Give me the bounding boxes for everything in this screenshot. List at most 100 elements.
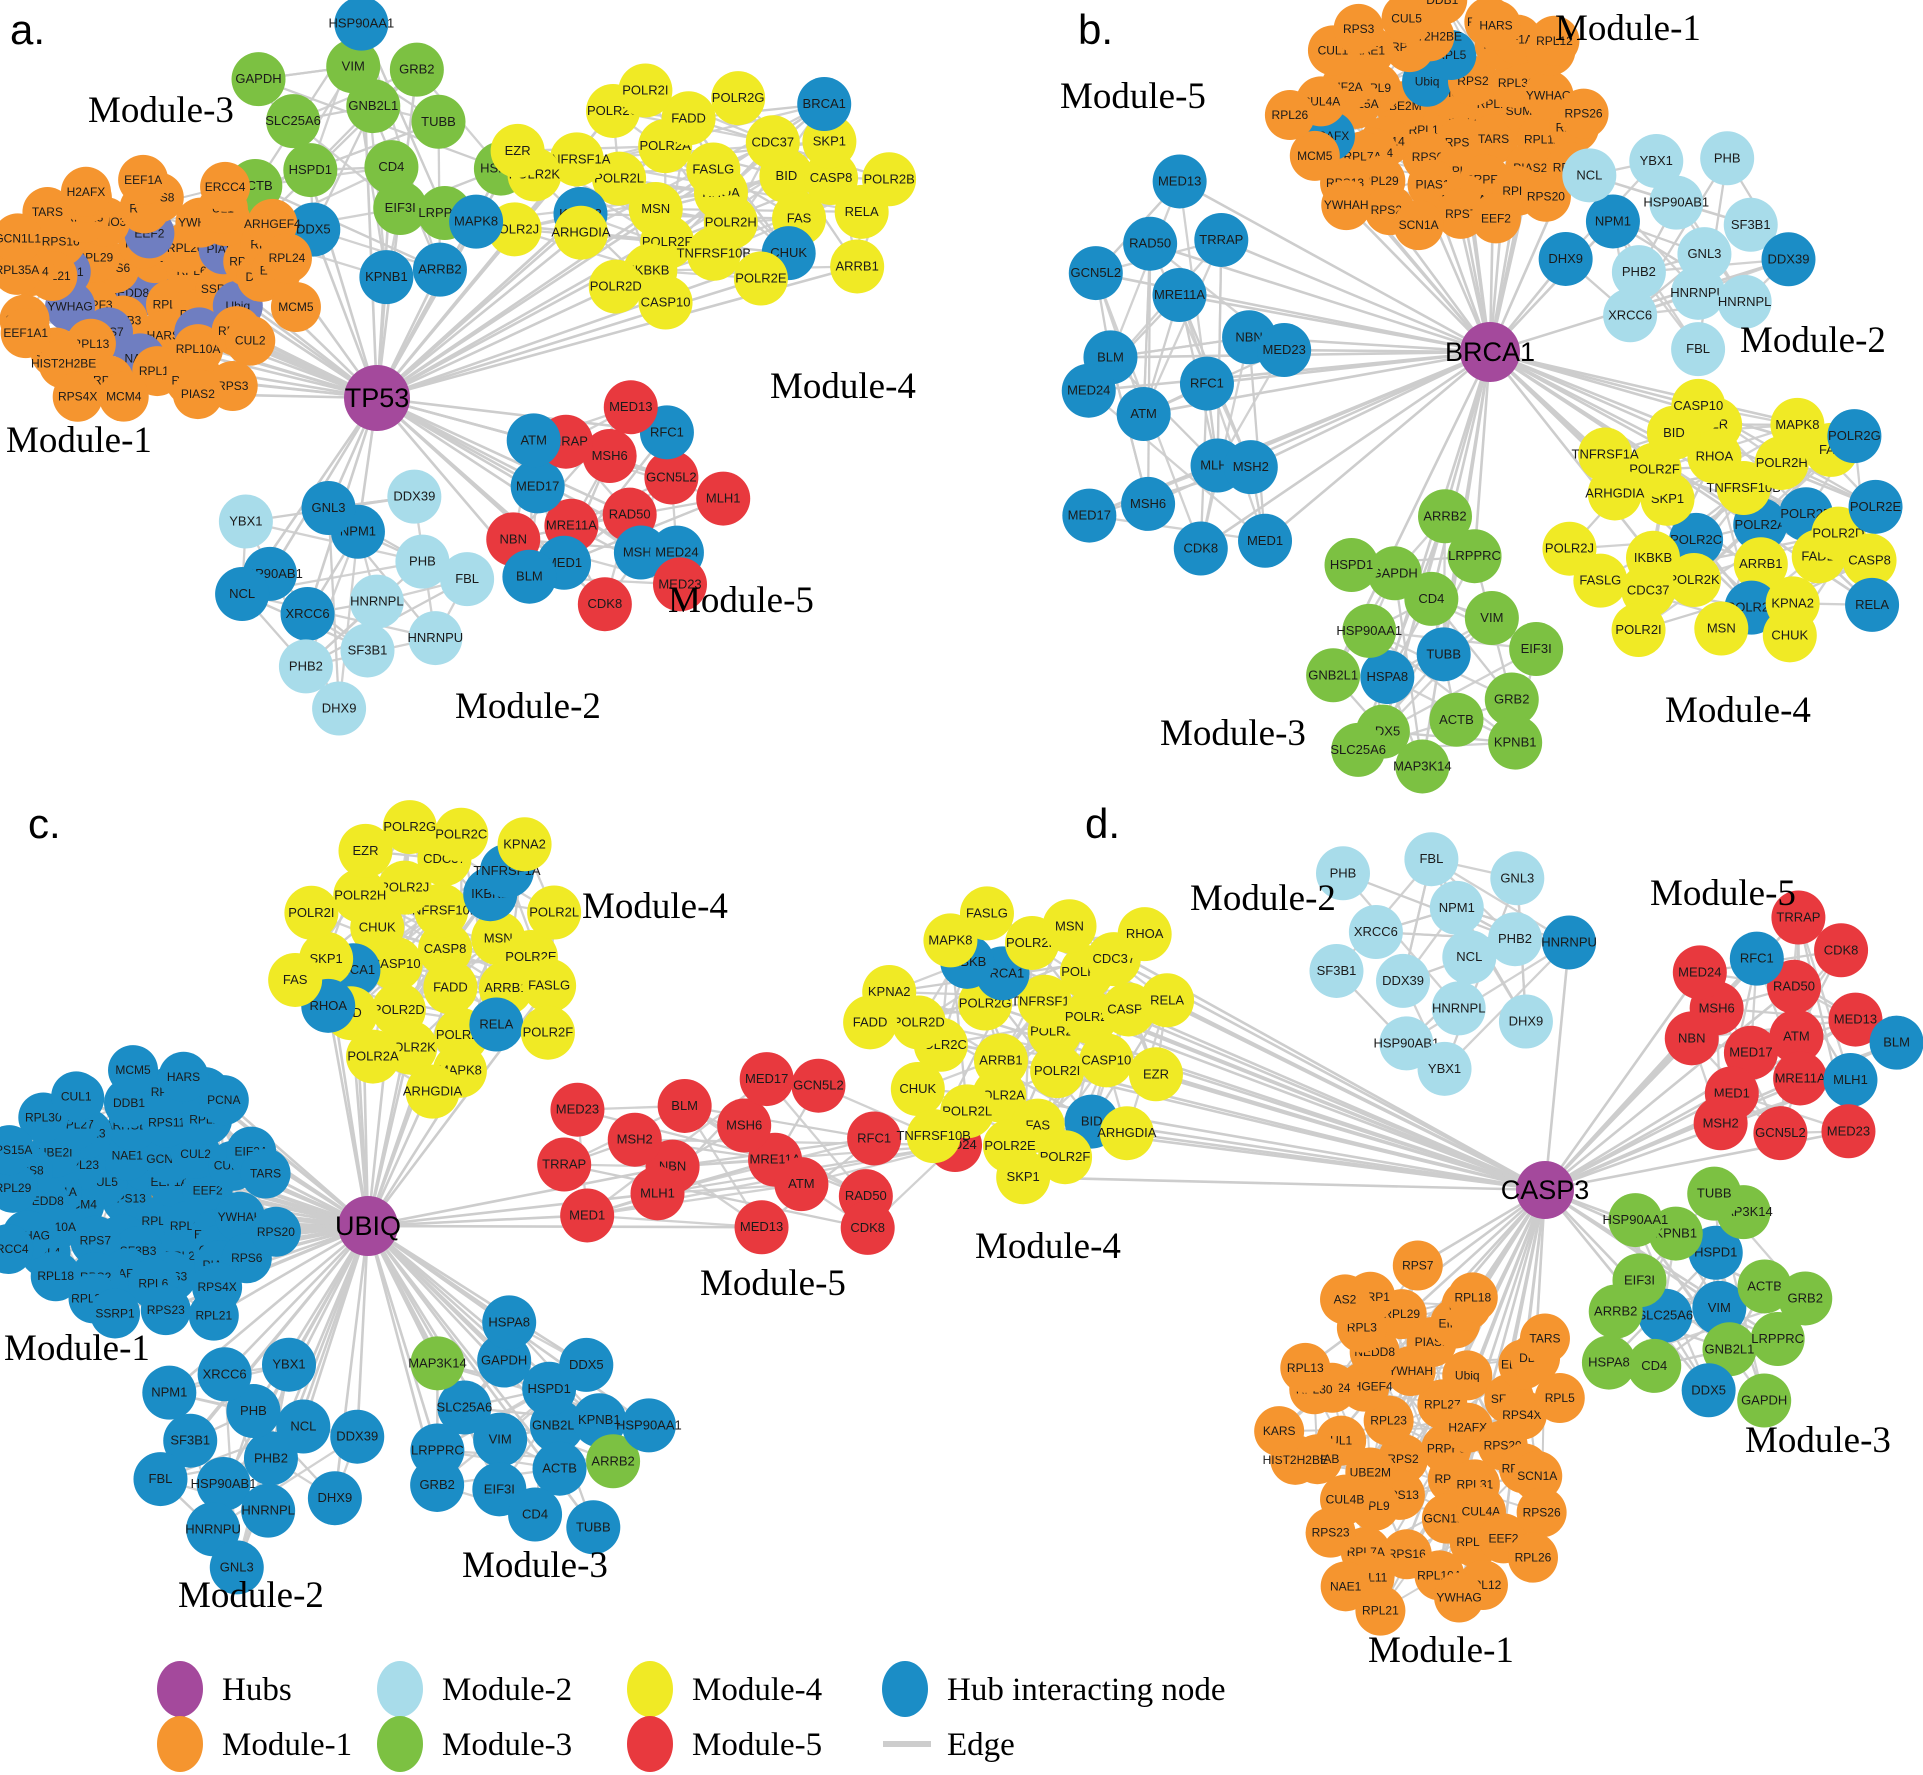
- node-circle-RPL24[interactable]: [261, 233, 312, 284]
- node-circle-RPL18[interactable]: [30, 1251, 81, 1302]
- node-BLM[interactable]: BLM: [502, 549, 557, 604]
- node-ARRB1[interactable]: ARRB1: [830, 239, 885, 294]
- node-circle-DDB1[interactable]: [1417, 0, 1468, 25]
- node-circle-POLR2C[interactable]: [1669, 512, 1724, 567]
- node-POLR2B[interactable]: POLR2B: [862, 152, 917, 207]
- node-RPL18[interactable]: RPL18: [30, 1251, 81, 1302]
- node-RPS7[interactable]: RPS7: [1392, 1240, 1443, 1291]
- node-circle-XRCC6[interactable]: [1603, 288, 1658, 343]
- node-YWHAH[interactable]: YWHAH: [1321, 180, 1372, 231]
- node-YBX1[interactable]: YBX1: [262, 1337, 317, 1392]
- node-circle-GRB2[interactable]: [1778, 1271, 1833, 1326]
- node-GCN5L2[interactable]: GCN5L2: [1068, 246, 1123, 301]
- node-circle-SCN1A[interactable]: [1512, 1450, 1563, 1501]
- node-circle-POLR2E[interactable]: [1848, 479, 1903, 534]
- node-circle-CD4[interactable]: [1627, 1338, 1682, 1393]
- node-RPL24[interactable]: RPL24: [261, 233, 312, 284]
- node-circle-MSH2[interactable]: [607, 1112, 662, 1167]
- node-circle-EZR[interactable]: [1128, 1047, 1183, 1102]
- node-circle-FBL[interactable]: [1671, 322, 1726, 377]
- node-PHB[interactable]: PHB: [1315, 846, 1370, 901]
- node-circle-MCM5[interactable]: [270, 281, 321, 332]
- node-FAS[interactable]: FAS: [268, 952, 323, 1007]
- node-circle-RPS23[interactable]: [1305, 1507, 1356, 1558]
- node-circle-RPS3[interactable]: [1333, 3, 1384, 54]
- node-CASP10[interactable]: CASP10: [638, 275, 693, 330]
- node-circle-MSH2[interactable]: [1223, 440, 1278, 495]
- node-XRCC6[interactable]: XRCC6: [1603, 288, 1658, 343]
- node-CDK8[interactable]: CDK8: [840, 1200, 895, 1255]
- node-MED17[interactable]: MED17: [739, 1052, 794, 1107]
- node-circle-MED24[interactable]: [1672, 945, 1727, 1000]
- node-circle-POLR2C[interactable]: [434, 807, 489, 862]
- node-circle-RPL5[interactable]: [1534, 1372, 1585, 1423]
- node-circle-NCL[interactable]: [276, 1399, 331, 1454]
- node-circle-POLR2F[interactable]: [1038, 1130, 1093, 1185]
- node-XRCC6[interactable]: XRCC6: [1348, 905, 1403, 960]
- node-circle-POLR2D[interactable]: [588, 259, 643, 314]
- node-ATM[interactable]: ATM: [506, 413, 561, 468]
- node-circle-POLR2I[interactable]: [1030, 1044, 1085, 1099]
- node-circle-RPL13[interactable]: [1280, 1342, 1331, 1393]
- node-circle-GCN1L1[interactable]: [0, 213, 43, 264]
- node-YBX1[interactable]: YBX1: [1629, 134, 1684, 189]
- node-circle-NBN[interactable]: [1664, 1011, 1719, 1066]
- node-RPS23[interactable]: RPS23: [140, 1285, 191, 1336]
- node-DHX9[interactable]: DHX9: [1498, 994, 1553, 1049]
- node-FBL[interactable]: FBL: [1404, 832, 1459, 887]
- node-CD4[interactable]: CD4: [508, 1487, 563, 1542]
- node-circle-POLR2G[interactable]: [711, 71, 766, 126]
- node-AS2[interactable]: AS2: [1320, 1274, 1371, 1325]
- node-GCN5L2[interactable]: GCN5L2: [1753, 1106, 1808, 1161]
- node-GRB2[interactable]: GRB2: [1778, 1271, 1833, 1326]
- node-CDK8[interactable]: CDK8: [577, 577, 632, 632]
- node-HNRNPL[interactable]: HNRNPL: [241, 1483, 296, 1538]
- node-PIAS2[interactable]: PIAS2: [172, 369, 223, 420]
- node-FASLG[interactable]: FASLG: [686, 142, 741, 197]
- node-XRCC6[interactable]: XRCC6: [280, 586, 335, 641]
- node-RELA[interactable]: RELA: [1845, 577, 1900, 632]
- node-H2AFX[interactable]: H2AFX: [60, 166, 111, 217]
- node-circle-MAPK8[interactable]: [449, 194, 504, 249]
- node-circle-RPL21[interactable]: [188, 1290, 239, 1341]
- node-HNRNPU[interactable]: HNRNPU: [408, 611, 464, 666]
- node-circle-POLR2L[interactable]: [527, 885, 582, 940]
- node-circle-HNRNPU[interactable]: [1671, 265, 1726, 320]
- node-circle-KPNB1[interactable]: [572, 1393, 627, 1448]
- node-circle-POLR2G[interactable]: [382, 800, 437, 855]
- node-POLR2F[interactable]: POLR2F: [520, 1005, 575, 1060]
- node-circle-PHB2[interactable]: [278, 639, 333, 694]
- node-circle-FBL[interactable]: [440, 552, 495, 607]
- node-circle-HSPA8[interactable]: [1360, 650, 1415, 705]
- node-circle-POLR2A[interactable]: [346, 1029, 401, 1084]
- node-circle-HSPA8[interactable]: [482, 1295, 537, 1350]
- node-circle-TNFRSF10B[interactable]: [686, 226, 741, 281]
- node-circle-POLR2J[interactable]: [1542, 521, 1597, 576]
- hub-circle-CASP3[interactable]: [1516, 1161, 1574, 1219]
- node-MED24[interactable]: MED24: [1672, 945, 1727, 1000]
- node-circle-HNRNPL[interactable]: [1431, 981, 1486, 1036]
- node-MED13[interactable]: MED13: [734, 1200, 789, 1255]
- node-circle-POLR2F[interactable]: [520, 1005, 575, 1060]
- node-circle-TRRAP[interactable]: [537, 1137, 592, 1192]
- node-circle-FADD[interactable]: [843, 995, 898, 1050]
- node-circle-GCN5L2[interactable]: [1068, 246, 1123, 301]
- node-RPS3[interactable]: RPS3: [1333, 3, 1384, 54]
- node-circle-ATM[interactable]: [506, 413, 561, 468]
- node-circle-CDK8[interactable]: [840, 1200, 895, 1255]
- node-ATM[interactable]: ATM: [774, 1157, 829, 1212]
- node-RFC1[interactable]: RFC1: [1729, 931, 1784, 986]
- node-circle-RPS4X[interactable]: [1496, 1389, 1547, 1440]
- node-circle-MSH6[interactable]: [717, 1098, 772, 1153]
- node-circle-LRPPRC[interactable]: [1750, 1312, 1805, 1367]
- node-MED23[interactable]: MED23: [653, 557, 708, 612]
- node-circle-TNFRSF1A[interactable]: [1578, 427, 1633, 482]
- node-circle-FAS[interactable]: [268, 952, 323, 1007]
- node-VIM[interactable]: VIM: [1464, 591, 1519, 646]
- node-circle-RPS4X[interactable]: [52, 371, 103, 422]
- node-circle-FADD[interactable]: [423, 960, 478, 1015]
- node-circle-BLM[interactable]: [502, 549, 557, 604]
- node-MED23[interactable]: MED23: [1257, 323, 1312, 378]
- node-NCL[interactable]: NCL: [1562, 148, 1617, 203]
- node-circle-MED23[interactable]: [653, 557, 708, 612]
